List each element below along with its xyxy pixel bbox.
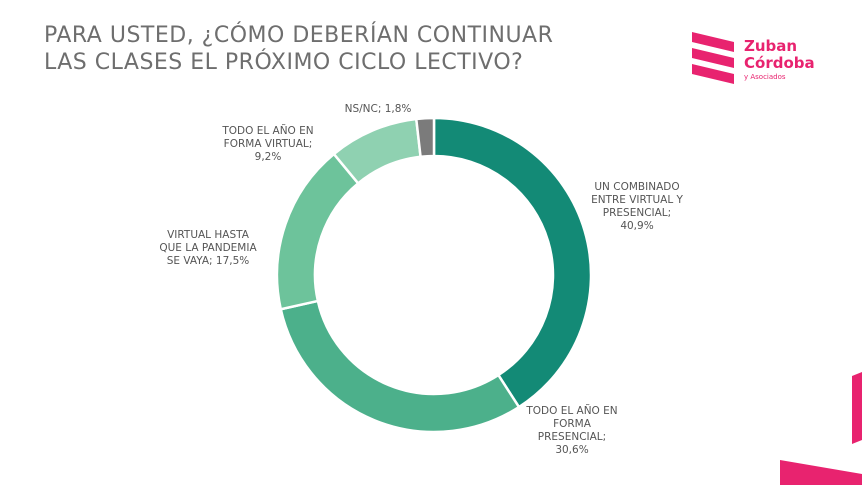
slice-label-4-line-2: FORMA VIRTUAL; (224, 138, 313, 150)
slice-label-3-line-2: QUE LA PANDEMIA (159, 242, 257, 254)
donut-slices (275, 116, 593, 434)
slice-label-1-line-3: PRESENCIAL; (603, 207, 671, 219)
slice-label-1-line-4: 40,9% (620, 220, 653, 232)
slice-label-2-line-4: 30,6% (555, 444, 588, 456)
logo-text-line-1: Zuban (744, 37, 798, 55)
slice-label-4-line-1: TODO EL AÑO EN (221, 124, 313, 137)
slice-label-1-line-1: UN COMBINADO (594, 181, 679, 193)
chart-title-line-2: LAS CLASES EL PRÓXIMO CICLO LECTIVO? (44, 50, 524, 75)
slice-labels: UN COMBINADO ENTRE VIRTUAL Y PRESENCIAL; 40… (159, 103, 683, 456)
slice-label-3-line-1: VIRTUAL HASTA (167, 229, 250, 241)
slice-label-5: NS/NC; 1,8% (345, 103, 412, 115)
slice-label-1: UN COMBINADO ENTRE VIRTUAL Y PRESENCIAL; 40… (591, 181, 683, 232)
logo-mark-icon (692, 32, 734, 84)
slice-label-2: TODO EL AÑO EN FORMA PRESENCIAL; 30,6% (525, 404, 617, 456)
slice-label-1-line-2: ENTRE VIRTUAL Y (591, 194, 683, 206)
chart-title-line-1: PARA USTED, ¿CÓMO DEBERÍAN CONTINUAR (44, 23, 554, 48)
slice-label-4-line-3: 9,2% (255, 151, 282, 163)
donut-slice-3 (275, 152, 360, 311)
slice-label-2-line-1: TODO EL AÑO EN (525, 404, 617, 417)
donut-slice-1 (432, 116, 593, 409)
slice-label-2-line-2: FORMA (553, 418, 592, 430)
slice-label-5-line-1: NS/NC; 1,8% (345, 103, 412, 115)
slice-label-3-line-3: SE VAYA; 17,5% (167, 255, 250, 267)
slice-label-4: TODO EL AÑO EN FORMA VIRTUAL; 9,2% (221, 124, 313, 163)
slice-label-3: VIRTUAL HASTA QUE LA PANDEMIA SE VAYA; 17,… (159, 229, 257, 267)
logo-text-line-2: Córdoba (744, 54, 815, 72)
donut-slice-2 (279, 299, 521, 434)
chart-title: PARA USTED, ¿CÓMO DEBERÍAN CONTINUAR LAS… (44, 22, 564, 76)
slice-label-2-line-3: PRESENCIAL; (538, 431, 606, 443)
zuban-cordoba-logo (692, 32, 734, 84)
decorative-brand-shapes (780, 372, 862, 485)
logo-text-line-3: y Asociados (744, 73, 786, 81)
donut-slice-5 (414, 116, 436, 159)
